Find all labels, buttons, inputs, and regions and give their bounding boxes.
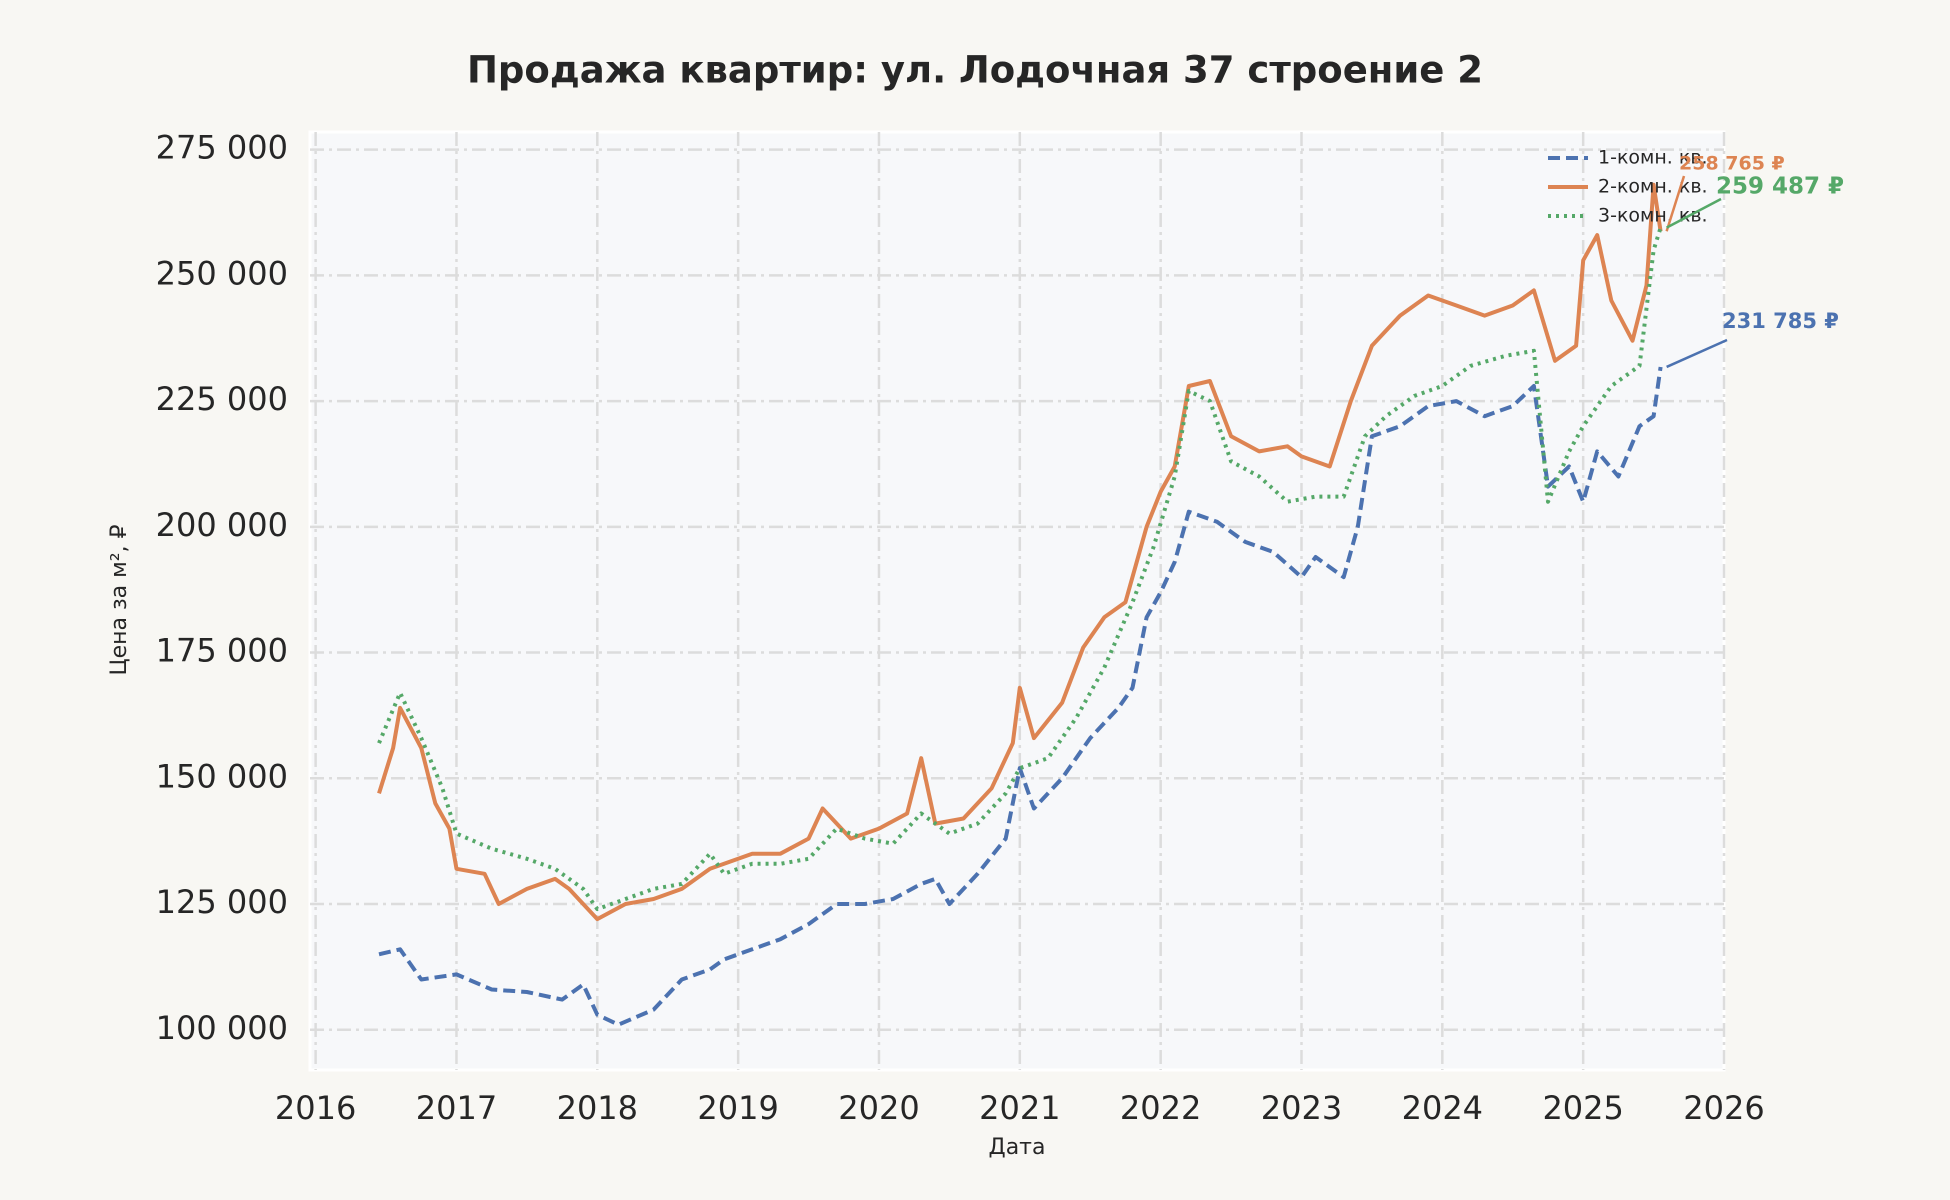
x-tick-label: 2023 (1261, 1089, 1342, 1127)
annotation-label: 259 487 ₽ (1716, 174, 1844, 200)
x-tick-label: 2021 (979, 1089, 1060, 1127)
plot-area (308, 130, 1726, 1072)
y-tick-label: 225 000 (156, 380, 288, 418)
x-axis-label: Дата (989, 1135, 1046, 1160)
x-tick-label: 2025 (1542, 1089, 1623, 1127)
y-tick-label: 175 000 (156, 632, 288, 670)
x-tick-label: 2018 (557, 1089, 638, 1127)
x-tick-label: 2026 (1683, 1089, 1764, 1127)
y-tick-label: 275 000 (156, 129, 288, 167)
series-line (378, 366, 1663, 1027)
annotation-label: 258 765 ₽ (1679, 153, 1785, 175)
y-tick-label: 100 000 (156, 1009, 288, 1047)
y-axis-label: Цена за м², ₽ (107, 524, 132, 675)
x-tick-label: 2017 (416, 1089, 497, 1127)
annotation-arrow (1666, 338, 1728, 369)
x-tick-label: 2024 (1402, 1089, 1483, 1127)
series-line (377, 182, 1663, 922)
x-tick-label: 2019 (697, 1089, 778, 1127)
chart-title: Продажа квартир: ул. Лодочная 37 строени… (467, 49, 1483, 92)
x-tick-label: 2022 (1120, 1089, 1201, 1127)
y-tick-label: 200 000 (156, 506, 288, 544)
y-tick-label: 250 000 (156, 254, 288, 292)
legend-label: 2-комн. кв. (1598, 176, 1708, 198)
x-tick-label: 2020 (838, 1089, 919, 1127)
x-tick-label: 2016 (275, 1089, 356, 1127)
legend-label: 1-комн. кв. (1598, 147, 1708, 169)
annotation-label: 231 785 ₽ (1722, 309, 1839, 333)
annotation-arrow (1665, 175, 1686, 232)
annotation-arrow (1666, 197, 1722, 229)
series-line (377, 227, 1663, 912)
y-tick-label: 150 000 (156, 757, 288, 795)
y-tick-label: 125 000 (156, 883, 288, 921)
